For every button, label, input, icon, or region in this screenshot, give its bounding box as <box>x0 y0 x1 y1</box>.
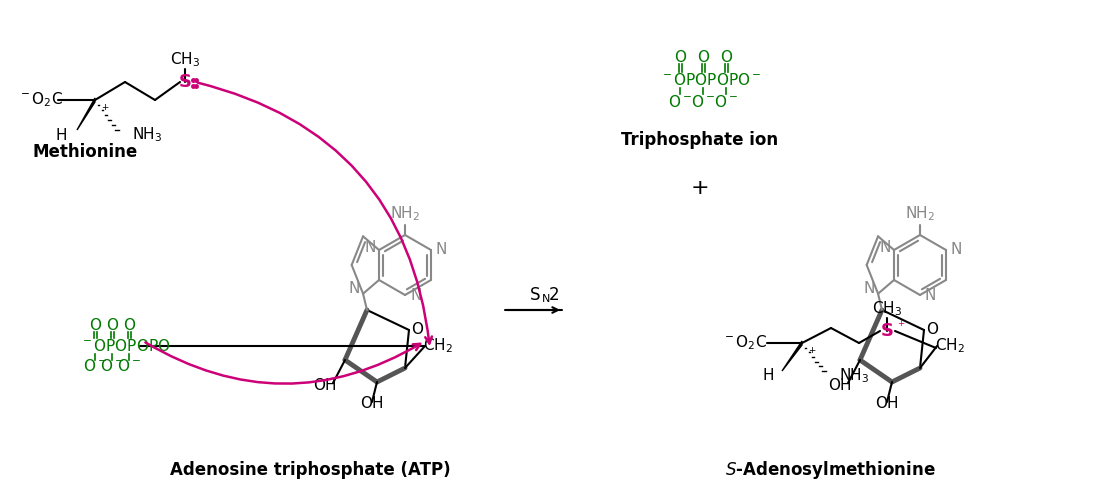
Text: O: O <box>674 50 686 65</box>
Text: O$^-$: O$^-$ <box>83 358 107 374</box>
Text: S: S <box>530 286 540 304</box>
Text: NH$_2$: NH$_2$ <box>390 204 420 223</box>
Text: N: N <box>436 243 447 257</box>
Text: NH$_3$: NH$_3$ <box>132 126 163 145</box>
Text: O$^-$: O$^-$ <box>668 94 692 110</box>
Text: OH: OH <box>828 378 851 393</box>
Text: CH$_2$: CH$_2$ <box>423 337 453 355</box>
FancyArrowPatch shape <box>198 83 432 344</box>
Text: $\it{S}$-Adenosylmethionine: $\it{S}$-Adenosylmethionine <box>725 459 936 481</box>
Text: OH: OH <box>875 396 898 411</box>
Text: $^-$OPOPOPO$^-$: $^-$OPOPOPO$^-$ <box>660 72 762 88</box>
Text: H: H <box>763 368 774 384</box>
Text: $^-$O$_2$C: $^-$O$_2$C <box>722 334 767 352</box>
Text: N: N <box>925 288 937 302</box>
Text: N: N <box>863 281 875 296</box>
Text: N: N <box>410 288 422 302</box>
Text: NH$_3$: NH$_3$ <box>839 367 869 385</box>
Text: O: O <box>926 323 938 338</box>
Text: +: + <box>691 178 709 198</box>
Text: O: O <box>89 318 101 334</box>
Text: O: O <box>697 50 709 65</box>
Text: O: O <box>411 323 423 338</box>
Text: $^+$: $^+$ <box>896 319 906 333</box>
Text: N: N <box>365 241 376 255</box>
Text: N: N <box>349 281 360 296</box>
Text: O: O <box>106 318 118 334</box>
Text: CH$_2$: CH$_2$ <box>935 337 965 355</box>
Text: CH$_3$: CH$_3$ <box>169 50 200 69</box>
Text: $^+$: $^+$ <box>99 103 110 116</box>
Text: S: S <box>881 322 893 340</box>
Text: S: S <box>178 73 191 91</box>
Polygon shape <box>781 341 802 371</box>
Text: N: N <box>880 241 891 255</box>
Text: 2: 2 <box>549 286 560 304</box>
Text: O$^-$: O$^-$ <box>99 358 124 374</box>
Text: Triphosphate ion: Triphosphate ion <box>622 131 778 149</box>
Text: NH$_2$: NH$_2$ <box>905 204 936 223</box>
Text: N: N <box>542 294 551 304</box>
Text: $^+$: $^+$ <box>807 346 818 359</box>
Text: $^-$O$_2$C: $^-$O$_2$C <box>17 91 63 109</box>
Text: Adenosine triphosphate (ATP): Adenosine triphosphate (ATP) <box>169 461 450 479</box>
Text: O$^-$: O$^-$ <box>117 358 141 374</box>
Polygon shape <box>77 98 95 130</box>
Text: $^-$OPOPOPO: $^-$OPOPOPO <box>80 338 171 354</box>
Text: O$^-$: O$^-$ <box>714 94 738 110</box>
Text: O: O <box>720 50 732 65</box>
Text: OH: OH <box>314 378 337 393</box>
FancyArrowPatch shape <box>145 343 420 384</box>
Text: N: N <box>951 243 962 257</box>
Text: CH$_3$: CH$_3$ <box>872 299 902 318</box>
Text: H: H <box>56 128 67 143</box>
Text: O: O <box>124 318 136 334</box>
Text: Methionine: Methionine <box>32 143 138 161</box>
Text: O$^-$: O$^-$ <box>691 94 715 110</box>
Text: OH: OH <box>361 396 384 411</box>
